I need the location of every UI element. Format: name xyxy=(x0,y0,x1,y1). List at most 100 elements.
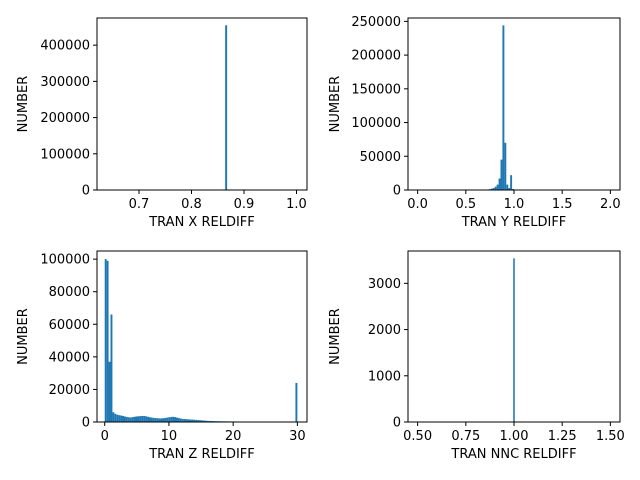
bar-tran-z-27 xyxy=(156,418,159,422)
x-tick-label-tran-z-0: 0 xyxy=(101,429,109,444)
bar-tran-y-7 xyxy=(498,178,501,190)
bar-tran-z-36 xyxy=(174,417,176,422)
y-tick-label-tran-y-5: 250000 xyxy=(351,15,401,30)
bar-tran-z-41 xyxy=(183,419,186,422)
y-axis-label-tran-x: NUMBER xyxy=(16,76,31,133)
y-tick-label-tran-z-3: 60000 xyxy=(49,318,90,333)
bar-tran-y-6 xyxy=(496,184,499,190)
bar-tran-z-54 xyxy=(208,420,211,422)
x-axis-label-tran-z: TRAN Z RELDIFF xyxy=(148,447,255,462)
bar-tran-z-45 xyxy=(191,419,194,422)
bar-tran-y-3 xyxy=(490,188,493,190)
bar-tran-z-7 xyxy=(118,415,121,422)
bar-tran-z-28 xyxy=(158,418,161,422)
bar-tran-z-22 xyxy=(147,416,150,422)
bar-tran-x-0 xyxy=(225,25,228,190)
bar-tran-z-99 xyxy=(295,382,298,422)
bar-tran-y-10 xyxy=(504,142,507,190)
x-tick-label-tran-nnc-3: 1.25 xyxy=(548,429,577,444)
x-tick-label-tran-y-1: 0.5 xyxy=(455,197,476,212)
bar-tran-z-14 xyxy=(131,417,134,422)
bar-tran-z-11 xyxy=(125,416,128,422)
bar-tran-y-8 xyxy=(500,159,503,190)
x-tick-label-tran-z-2: 20 xyxy=(225,429,242,444)
bar-tran-z-40 xyxy=(181,418,184,422)
bar-tran-z-2 xyxy=(108,361,111,422)
bar-tran-z-47 xyxy=(195,419,198,422)
bar-tran-z-10 xyxy=(123,416,126,422)
bar-tran-y-12 xyxy=(508,187,511,190)
bar-tran-z-39 xyxy=(179,418,182,422)
chart-tran-x: 0.7 0.8 0.9 1.0 0 100000 200000 300000 400000 TRA… xyxy=(16,17,308,230)
y-tick-label-tran-y-1: 50000 xyxy=(360,150,401,165)
y-tick-label-tran-y-4: 200000 xyxy=(351,49,401,64)
y-tick-label-tran-z-2: 40000 xyxy=(49,350,90,365)
bar-tran-z-49 xyxy=(199,420,202,422)
x-tick-label-tran-x-1: 0.8 xyxy=(181,197,202,212)
bar-tran-z-3 xyxy=(110,314,113,422)
bar-tran-z-19 xyxy=(141,415,144,422)
y-axis-label-tran-z: NUMBER xyxy=(16,308,31,365)
bar-tran-z-31 xyxy=(164,417,167,422)
bar-tran-z-6 xyxy=(116,414,119,422)
x-tick-label-tran-nnc-4: 1.50 xyxy=(596,429,625,444)
bar-tran-z-30 xyxy=(162,418,165,422)
bar-tran-z-18 xyxy=(139,416,142,422)
bars-tran-y xyxy=(485,25,514,191)
bar-tran-z-24 xyxy=(150,417,153,422)
bar-tran-y-13 xyxy=(510,175,513,190)
bar-tran-z-53 xyxy=(206,420,209,422)
bar-tran-z-9 xyxy=(122,415,124,422)
axes-frame-tran-z xyxy=(96,250,308,423)
bar-tran-z-43 xyxy=(187,419,190,422)
y-tick-label-tran-x-4: 400000 xyxy=(40,39,90,54)
x-tick-label-tran-y-0: 0.0 xyxy=(407,197,428,212)
y-tick-label-tran-z-1: 20000 xyxy=(49,383,90,398)
x-tick-label-tran-x-3: 1.0 xyxy=(286,197,307,212)
bars-tran-nnc xyxy=(513,258,515,422)
bar-tran-z-21 xyxy=(145,416,148,422)
bar-tran-z-16 xyxy=(135,416,138,422)
bar-tran-nnc-0 xyxy=(513,258,515,422)
axes-frame-tran-x xyxy=(96,17,308,191)
bar-tran-z-25 xyxy=(152,417,155,422)
y-tick-label-tran-y-2: 100000 xyxy=(351,116,401,131)
x-tick-label-tran-x-0: 0.7 xyxy=(129,197,150,212)
y-tick-label-tran-z-4: 80000 xyxy=(49,285,90,300)
bar-tran-z-50 xyxy=(201,420,203,422)
x-tick-label-tran-z-1: 10 xyxy=(161,429,178,444)
y-tick-label-tran-nnc-2: 2000 xyxy=(368,323,401,338)
bar-tran-z-26 xyxy=(154,418,157,422)
bar-tran-z-8 xyxy=(120,415,123,422)
chart-tran-z: 0 10 20 30 0 20000 40000 60000 80000 100000 TRAN Z… xyxy=(16,250,308,462)
x-tick-label-tran-x-2: 0.9 xyxy=(234,197,255,212)
x-tick-label-tran-y-3: 1.5 xyxy=(552,197,573,212)
bar-tran-z-32 xyxy=(166,417,169,422)
x-tick-label-tran-nnc-0: 0.50 xyxy=(403,429,432,444)
bar-tran-z-34 xyxy=(170,416,173,422)
bar-tran-z-1 xyxy=(106,260,109,422)
bar-tran-z-42 xyxy=(185,419,188,422)
x-tick-label-tran-z-3: 30 xyxy=(289,429,306,444)
bar-tran-z-46 xyxy=(193,419,196,422)
bar-tran-z-17 xyxy=(137,416,140,422)
bar-tran-z-0 xyxy=(104,259,107,422)
x-tick-label-tran-nnc-1: 0.75 xyxy=(451,429,480,444)
bar-tran-y-11 xyxy=(506,184,509,190)
bar-tran-z-4 xyxy=(112,412,115,422)
chart-tran-nnc: 0.50 0.75 1.00 1.25 1.50 0 1000 2000 3000 TRAN NN… xyxy=(328,250,625,462)
x-axis-label-tran-x: TRAN X RELDIFF xyxy=(148,215,255,230)
y-tick-label-tran-y-0: 0 xyxy=(393,184,401,199)
y-tick-label-tran-z-0: 0 xyxy=(82,416,90,431)
y-axis-label-tran-y: NUMBER xyxy=(328,76,343,133)
bar-tran-z-44 xyxy=(189,419,192,422)
bar-tran-z-35 xyxy=(172,416,175,422)
bars-tran-x xyxy=(225,25,228,190)
bar-tran-z-38 xyxy=(177,418,180,422)
y-tick-label-tran-z-5: 100000 xyxy=(40,253,90,268)
bar-tran-z-12 xyxy=(127,417,130,422)
y-tick-label-tran-x-1: 100000 xyxy=(40,147,90,162)
bar-tran-z-48 xyxy=(197,420,200,422)
